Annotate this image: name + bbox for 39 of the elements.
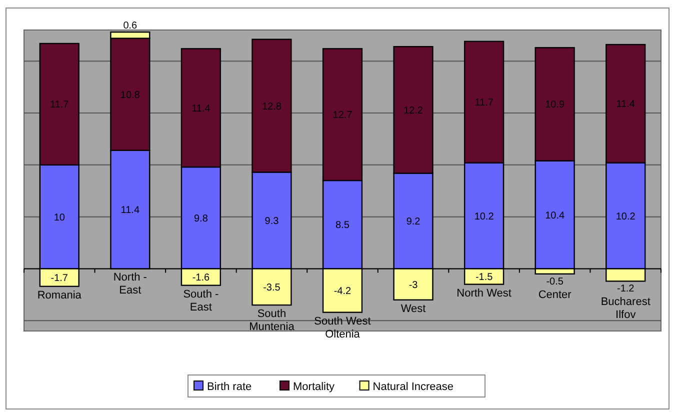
data-label: 10.9	[545, 100, 565, 111]
x-tick-label: South Muntenia	[249, 308, 296, 334]
data-label: 11.7	[50, 100, 70, 111]
data-label: 12.2	[404, 105, 424, 116]
x-tick-label: West	[400, 302, 426, 315]
data-label: 11.4	[192, 103, 211, 114]
x-tick-label: South - East	[183, 288, 220, 314]
data-label: 9.8	[194, 213, 208, 224]
data-label: 9.3	[264, 216, 280, 227]
x-tick-label: Center	[538, 288, 572, 301]
data-label: -1.7	[50, 273, 68, 284]
data-label: -1.6	[192, 272, 210, 284]
data-label: 9.2	[406, 216, 421, 228]
x-tick-label: North - East	[113, 272, 148, 297]
data-label: -1.2	[616, 284, 635, 295]
data-label: 10.2	[474, 211, 494, 222]
data-label: 8.5	[336, 220, 350, 232]
data-label: 11.4	[616, 99, 636, 110]
data-label: -0.5	[546, 276, 564, 288]
data-label: 12.8	[262, 101, 282, 112]
x-tick-label: Romania	[37, 289, 82, 302]
data-label: -3.5	[263, 282, 281, 294]
data-label: -4.2	[334, 286, 352, 298]
data-label: -1.5	[475, 272, 494, 284]
x-tick-label: North West	[456, 287, 512, 300]
data-label: 11.4	[120, 205, 140, 216]
x-tick-label: South West Oltenia	[314, 315, 371, 340]
legend-label: Mortality	[293, 380, 336, 393]
data-label: 12.7	[332, 110, 353, 122]
data-label: 10	[54, 212, 66, 224]
legend-label: Birth rate	[207, 380, 252, 393]
data-label: -3	[408, 280, 418, 291]
x-tick-label: Bucharest Ilfov	[600, 296, 650, 322]
legend-label: Natural Increase	[372, 380, 454, 393]
data-label: 11.7	[474, 98, 494, 109]
data-label: 10.2	[616, 211, 636, 222]
data-label: 10.4	[545, 210, 565, 222]
data-label: 10.8	[120, 90, 140, 101]
data-label: 0.6	[123, 20, 138, 32]
